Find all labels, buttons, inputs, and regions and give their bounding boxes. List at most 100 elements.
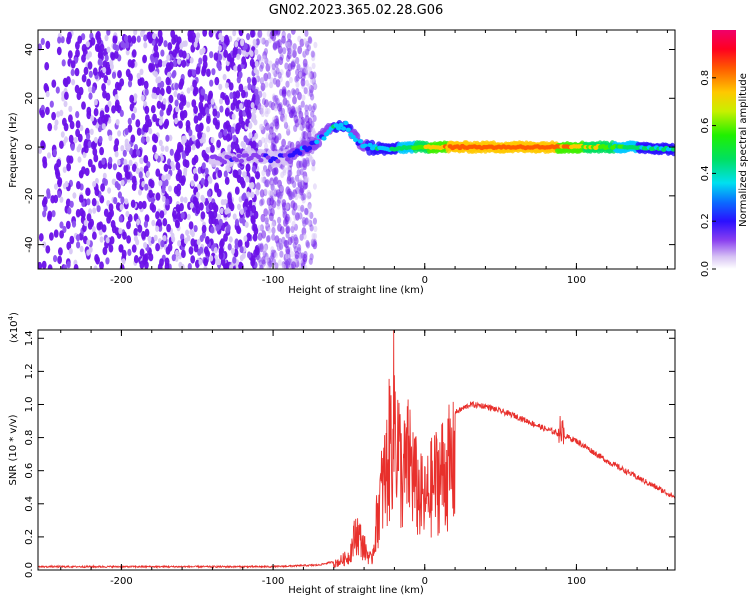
spectrogram-noise-point: [241, 56, 247, 65]
spectrogram-noise-point: [298, 187, 304, 196]
spectrogram-noise-point: [259, 37, 264, 44]
spectrogram-noise-point: [139, 77, 145, 86]
spectrogram-noise-point: [59, 196, 64, 203]
spectrogram-noise-point: [264, 217, 269, 225]
spectrogram-noise-point: [254, 60, 259, 68]
spectrogram-noise-point: [199, 104, 205, 114]
spectrogram-noise-point: [88, 70, 93, 78]
spectrogram-noise-point: [304, 176, 309, 183]
spectrogram-noise-point: [156, 218, 162, 228]
spectrogram-noise-point: [168, 94, 174, 104]
spectrogram-noise-point: [83, 144, 89, 154]
spectrogram-y-tick-label: -20: [24, 188, 35, 204]
spectrogram-noise-point: [307, 71, 312, 79]
spectrogram-noise-point: [68, 105, 73, 113]
spectrogram-noise-point: [52, 149, 57, 157]
spectrogram-noise-point: [74, 67, 80, 77]
spectrogram-noise-point: [104, 54, 109, 62]
spectrogram-noise-point: [61, 59, 66, 67]
spectrogram-noise-point: [205, 236, 210, 245]
spectrogram-noise-point: [268, 60, 273, 67]
spectrogram-noise-point: [242, 171, 246, 178]
spectrogram-noise-point: [272, 144, 277, 153]
spectrogram-noise-point: [161, 186, 166, 194]
spectrogram-noise-point: [243, 42, 248, 50]
spectrogram-noise-point: [91, 198, 97, 207]
snr-y-tick-label: 0.6: [24, 463, 35, 479]
spectrogram-noise-point: [172, 59, 177, 67]
spectrogram-noise-point: [268, 189, 272, 197]
spectrogram-noise-point: [101, 83, 106, 92]
spectrogram-noise-point: [261, 136, 266, 144]
snr-y-tick-label: 1.4: [24, 330, 35, 346]
spectrogram-noise-point: [190, 230, 195, 238]
spectrogram-noise-point: [120, 179, 125, 186]
spectrogram-noise-point: [102, 172, 107, 180]
spectrogram-noise-point: [139, 260, 145, 269]
spectrogram-noise-point: [311, 127, 316, 134]
spectrogram-noise-point: [193, 173, 199, 182]
spectrogram-noise-point: [285, 80, 290, 88]
spectrogram-noise-point: [273, 105, 278, 112]
spectrogram-noise-point: [144, 183, 149, 191]
spectrogram-noise-point: [98, 229, 103, 236]
spectrogram-noise-point: [70, 60, 76, 69]
spectrogram-noise-point: [288, 109, 294, 119]
spectrogram-noise-point: [245, 105, 250, 115]
spectrogram-noise-point: [145, 136, 150, 143]
spectrogram-noise-point: [86, 78, 91, 88]
spectrogram-noise-point: [241, 193, 246, 201]
spectrogram-noise-point: [47, 152, 51, 159]
spectrogram-noise-point: [126, 143, 131, 150]
spectrogram-x-tick-label: 0: [422, 275, 428, 286]
spectrogram-noise-point: [97, 58, 102, 66]
spectrogram-noise-point: [144, 88, 149, 96]
spectrogram-noise-point: [129, 147, 134, 155]
spectrogram-noise-point: [137, 224, 143, 233]
spectrogram-noise-point: [234, 238, 239, 246]
spectrogram-ridge-point: [238, 158, 245, 164]
spectrogram-noise-point: [114, 81, 120, 91]
spectrogram-noise-point: [180, 196, 184, 203]
spectrogram-ridge-point: [362, 143, 368, 148]
spectrogram-noise-point: [114, 94, 119, 101]
spectrogram-noise-point: [143, 100, 148, 108]
spectrogram-noise-point: [189, 202, 194, 209]
spectrogram-noise-point: [219, 98, 223, 105]
spectrogram-noise-point: [243, 85, 248, 93]
spectrogram-noise-point: [110, 52, 116, 61]
spectrogram-noise-point: [127, 59, 133, 68]
spectrogram-noise-point: [188, 129, 193, 137]
spectrogram-noise-point: [159, 258, 164, 267]
spectrogram-noise-point: [258, 259, 263, 267]
spectrogram-noise-point: [202, 60, 208, 69]
spectrogram-noise-point: [92, 207, 97, 214]
spectrogram-noise-point: [201, 162, 206, 170]
spectrogram-noise-point: [198, 57, 203, 65]
spectrogram-noise-point: [51, 111, 56, 121]
spectrogram-noise-point: [264, 99, 269, 108]
spectrogram-noise-point: [218, 131, 223, 139]
spectrogram-noise-point: [214, 184, 219, 193]
spectrogram-noise-point: [240, 120, 246, 130]
spectrogram-noise-point: [292, 96, 297, 105]
spectrogram-noise-point: [260, 105, 265, 112]
spectrogram-noise-point: [230, 247, 235, 255]
spectrogram-noise-point: [151, 133, 157, 142]
spectrogram-noise-point: [123, 34, 129, 43]
snr-y-tick-label: 1.0: [24, 397, 35, 413]
spectrogram-noise-point: [304, 110, 309, 118]
spectrogram-noise-point: [108, 156, 113, 164]
spectrogram-noise-point: [166, 107, 172, 116]
spectrogram-ridge-point: [367, 142, 373, 148]
spectrogram-noise-point: [175, 161, 181, 171]
spectrogram-noise-point: [158, 119, 163, 126]
spectrogram-noise-point: [199, 202, 204, 211]
spectrogram-noise-point: [120, 40, 125, 48]
spectrogram-noise-point: [237, 239, 243, 248]
spectrogram-noise-point: [195, 66, 201, 75]
spectrogram-noise-point: [143, 42, 148, 49]
snr-y-multiplier-base: (x10: [9, 320, 20, 343]
spectrogram-noise-point: [306, 193, 311, 200]
